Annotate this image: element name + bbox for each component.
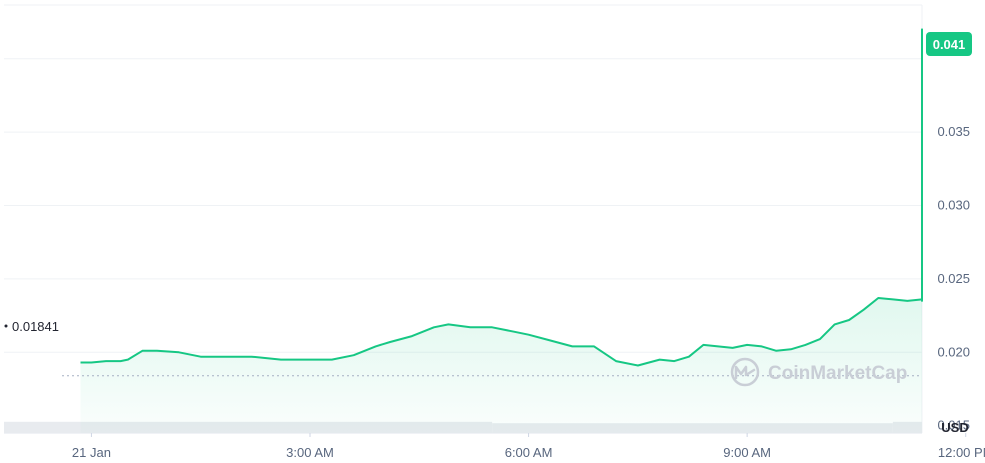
start-price-dot — [4, 324, 8, 328]
coinmarketcap-watermark: CoinMarketCap — [730, 357, 907, 387]
x-tick-label: 12:00 PM — [938, 445, 985, 460]
y-tick-label: 0.015 — [937, 418, 970, 433]
price-line — [80, 28, 923, 367]
y-tick-label: 0.035 — [937, 124, 970, 139]
coinmarketcap-logo-icon — [730, 357, 760, 387]
x-tick-label: 21 Jan — [72, 445, 111, 460]
start-price-label-group: 0.01841 — [4, 319, 59, 334]
currency-label: USD — [941, 420, 968, 435]
watermark-text: CoinMarketCap — [768, 363, 907, 384]
start-price-label: 0.01841 — [12, 319, 59, 334]
current-price-badge-bg — [926, 32, 972, 56]
current-price-label: 0.041 — [933, 37, 966, 52]
x-tick-label: 6:00 AM — [505, 445, 553, 460]
price-area-fill — [80, 29, 922, 434]
current-price-badge: 0.041 — [926, 32, 972, 56]
y-tick-label: 0.020 — [937, 344, 970, 359]
y-axis: 0.020 0.025 0.030 0.035 0.015 — [937, 124, 970, 433]
y-tick-label: 0.025 — [937, 271, 970, 286]
y-tick-label: 0.030 — [937, 197, 970, 212]
x-tick-label: 3:00 AM — [286, 445, 334, 460]
x-tick-label: 9:00 AM — [723, 445, 771, 460]
